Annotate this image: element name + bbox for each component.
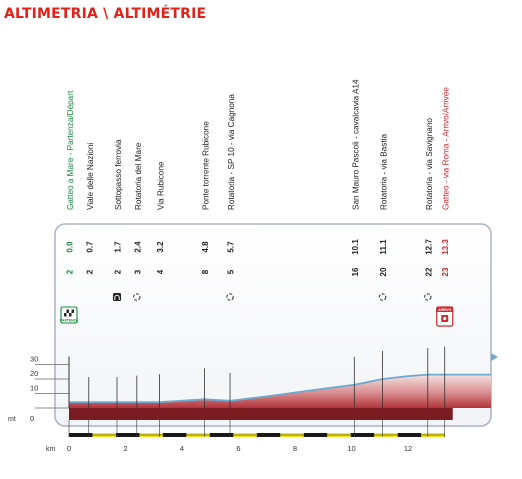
waypoint-name: Rotatoria - SP 10 - via Cagnona: [227, 94, 236, 210]
waypoint-km: 0.7: [85, 241, 94, 253]
waypoint-name: Sottopasso ferrovia: [114, 139, 123, 210]
y-tick-label: 30: [30, 355, 38, 364]
x-tick-label: 0: [67, 444, 71, 453]
finish-sign-dot: [443, 316, 447, 321]
elevation-line: [69, 373, 491, 404]
waypoint-km: 1.7: [114, 241, 123, 253]
start-sign-text: PARTENZA: [60, 319, 79, 323]
finish-sign-text: ARRIVO: [438, 308, 452, 312]
waypoint-altitude: 16: [351, 267, 360, 276]
x-tick-label: 8: [293, 444, 297, 453]
waypoint-km: 4.8: [201, 241, 210, 253]
underpass-icon-arch: [114, 294, 120, 300]
waypoint-altitude: 2: [85, 269, 94, 274]
finish-sign-icon: ARRIVO: [436, 306, 454, 327]
waypoint-name: Rotatoria - via Savignano: [425, 118, 434, 210]
x-tick-label: 6: [236, 444, 240, 453]
roundabout-icon: [133, 293, 141, 301]
y-tick-label: 0: [30, 414, 34, 423]
underpass-icon: [113, 293, 122, 301]
page-title: ALTIMETRIA \ ALTIMÉTRIE: [4, 6, 207, 22]
waypoint-name: Via Rubicone: [156, 161, 165, 210]
roundabout-icon: [226, 293, 234, 301]
y-tick-label: 20: [30, 369, 38, 378]
x-axis-unit-label: km: [46, 446, 56, 453]
y-tick-label: 10: [30, 384, 38, 393]
waypoint-name: Gatteo - via Roma - Arrivo/Arrivée: [442, 87, 451, 210]
x-tick-label: 4: [180, 444, 184, 453]
waypoint-name: Rotatoria del Mare: [134, 142, 143, 210]
x-tick-label: 12: [404, 444, 412, 453]
waypoint-km: 2.4: [133, 241, 142, 253]
start-sign-checker: [64, 309, 74, 317]
waypoint-name: San Mauro Pascoli - cavalcavia A14: [351, 79, 360, 210]
waypoint-name: Gatteo a Mare - Partenza/Départ: [66, 90, 75, 210]
waypoint-km: 11.1: [379, 239, 388, 255]
start-sign-icon: PARTENZA: [60, 306, 79, 324]
waypoint-altitude: 20: [379, 267, 388, 276]
waypoint-km: 0.0: [66, 241, 75, 253]
roundabout-icon: [424, 293, 432, 301]
waypoint-altitude: 23: [441, 267, 450, 276]
waypoint-name: Rotatoria - via Bastia: [380, 134, 389, 210]
waypoint-altitude: 8: [201, 269, 210, 274]
elevation-area: [69, 374, 491, 408]
waypoint-km: 5.7: [227, 241, 236, 253]
waypoint-altitude: 2: [66, 269, 75, 274]
chart-panel: [54, 223, 492, 427]
waypoint-km: 10.1: [351, 239, 360, 255]
waypoint-km: 13.3: [441, 239, 450, 255]
base-band: [69, 408, 453, 420]
waypoint-name: Viale delle Nazioni: [86, 143, 95, 210]
profile-arrow-icon: [491, 353, 498, 361]
waypoint-altitude: 4: [156, 269, 165, 274]
waypoint-altitude: 5: [227, 269, 236, 274]
x-tick-label: 10: [347, 444, 355, 453]
y-axis-unit-label: mt: [8, 416, 16, 423]
finish-sign-header: [436, 307, 453, 312]
roundabout-icon: [378, 293, 387, 301]
waypoint-km: 12.7: [424, 239, 433, 255]
waypoint-altitude: 3: [133, 269, 142, 274]
waypoint-altitude: 22: [424, 267, 433, 276]
x-tick-label: 2: [123, 444, 127, 453]
waypoint-altitude: 2: [114, 269, 123, 274]
waypoint-name: Ponte torrente Rubicone: [202, 121, 211, 210]
waypoint-km: 3.2: [156, 241, 165, 253]
